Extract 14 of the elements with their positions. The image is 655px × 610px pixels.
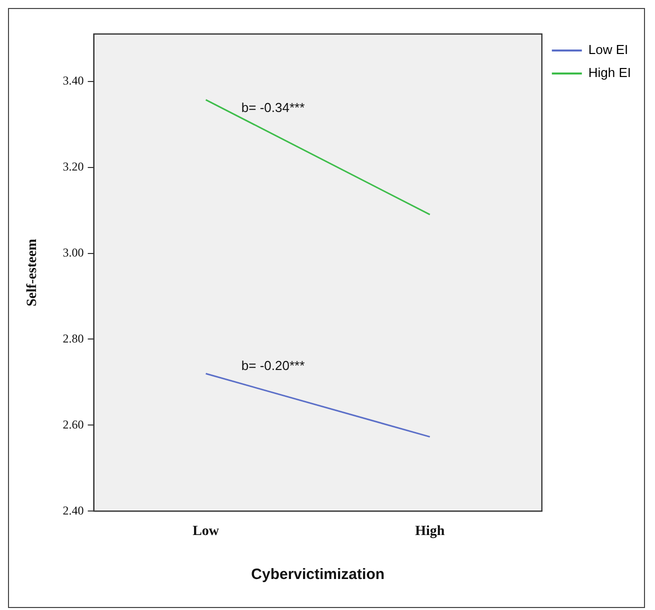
y-tick-label: 3.00: [62, 245, 84, 260]
legend-label: Low EI: [588, 42, 628, 58]
x-tick-label: Low: [192, 524, 220, 540]
y-tick-label: 3.20: [62, 159, 84, 174]
x-tick-label: High: [415, 524, 445, 540]
y-tick-label: 2.60: [62, 417, 84, 432]
y-axis-title: Self-esteem: [25, 238, 40, 306]
annotation: b= -0.20***: [241, 358, 305, 374]
y-tick-label: 2.80: [62, 331, 84, 346]
y-tick-label: 3.40: [62, 73, 84, 88]
legend-label: High EI: [588, 65, 632, 80]
y-tick-label: 2.40: [62, 503, 84, 518]
annotation: b= -0.34***: [241, 100, 305, 115]
x-axis-title: Cybervictimization: [251, 566, 385, 584]
